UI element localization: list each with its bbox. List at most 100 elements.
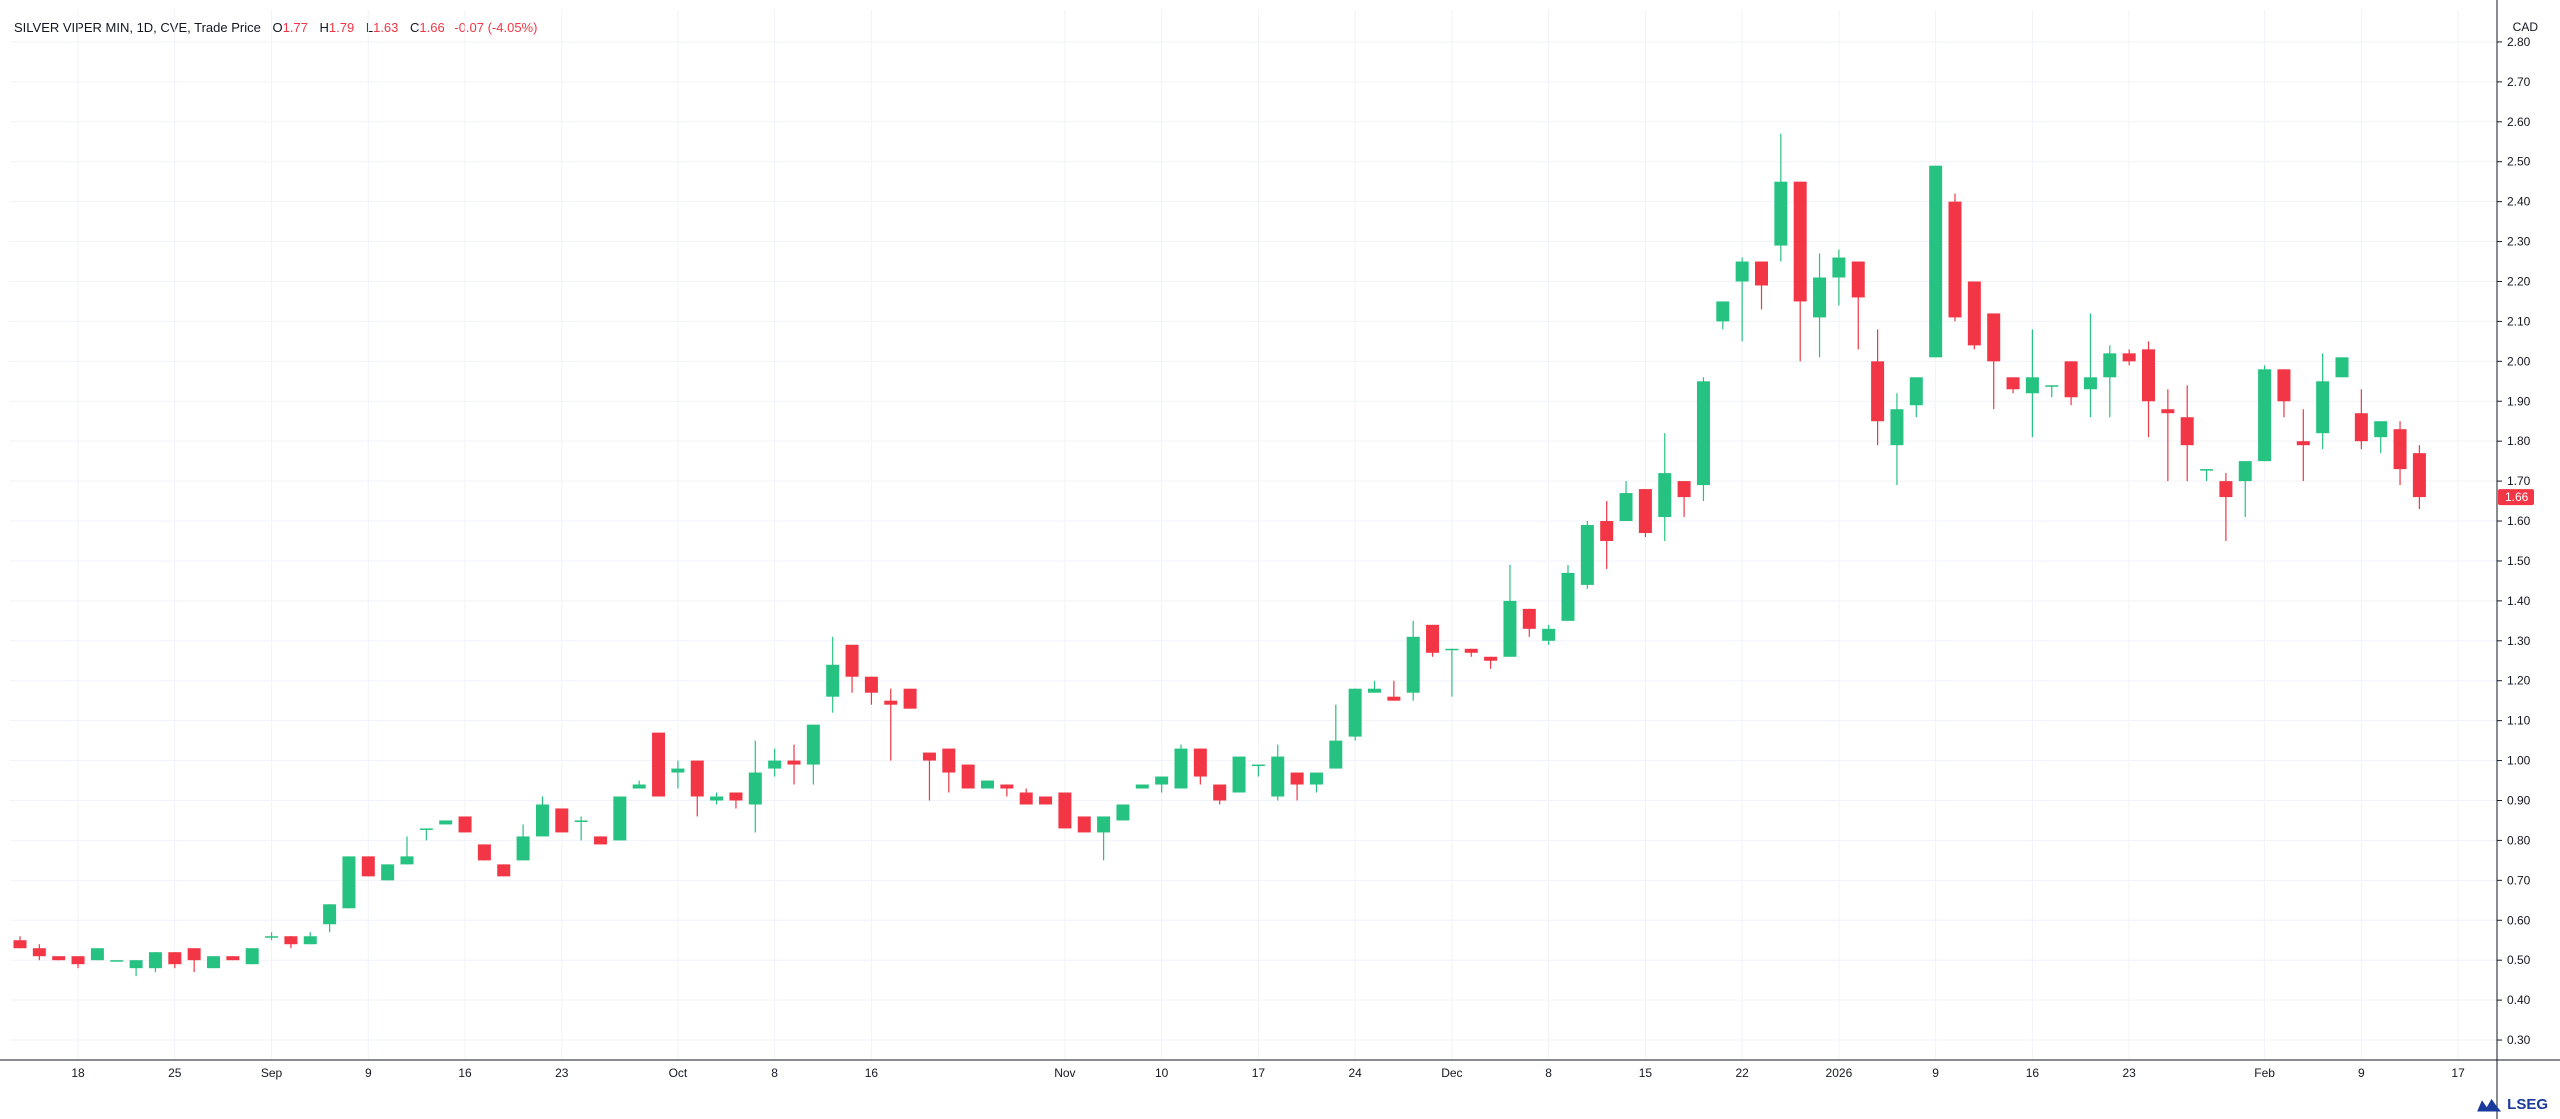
candle-body (1755, 261, 1768, 286)
candle-body (652, 732, 666, 797)
candle-body (1735, 261, 1749, 282)
y-tick-label: 2.20 (2507, 274, 2531, 288)
candle-body (1542, 628, 1556, 641)
candle-body (806, 724, 820, 765)
low-label: L (365, 20, 374, 35)
y-tick-label: 1.00 (2507, 754, 2531, 768)
last-price-label: 1.66 (2505, 490, 2529, 504)
x-tick-label: 24 (1348, 1066, 1362, 1080)
x-tick-label: Oct (669, 1066, 688, 1080)
high-value: 1.79 (328, 20, 355, 35)
candle-body (381, 864, 395, 881)
candle-body (497, 864, 511, 877)
x-tick-label: 16 (458, 1066, 472, 1080)
candle-body (1426, 624, 1440, 653)
candle-body (690, 760, 704, 797)
x-tick-label: 23 (555, 1066, 569, 1080)
candle-body (1948, 201, 1962, 318)
candle-body (1987, 313, 2001, 362)
candle-body (1967, 281, 1981, 346)
candle-body (110, 960, 124, 962)
x-tick-label: 16 (865, 1066, 879, 1080)
candle-body (1696, 381, 1710, 486)
y-tick-label: 2.40 (2507, 195, 2531, 209)
candle-body (845, 644, 859, 677)
candle-body (748, 772, 762, 805)
candle-body (90, 948, 104, 961)
x-tick-label: 8 (771, 1066, 778, 1080)
candle-body (1813, 277, 1827, 318)
x-tick-label: 8 (1545, 1066, 1552, 1080)
candle-body (2122, 353, 2136, 362)
candle-body (2258, 369, 2272, 462)
y-tick-label: 2.70 (2507, 75, 2531, 89)
candle-body (574, 820, 588, 822)
x-tick-label: 15 (1639, 1066, 1653, 1080)
candle-body (2103, 353, 2117, 378)
x-tick-label: 9 (2358, 1066, 2365, 1080)
candle-body (2045, 385, 2059, 387)
candle-body (2161, 409, 2175, 414)
candle-body (13, 940, 27, 949)
candle-body (458, 816, 472, 833)
candle-body (1522, 608, 1536, 629)
y-tick-label: 1.20 (2507, 674, 2531, 688)
close-value: 1.66 (419, 20, 445, 35)
candle-body (265, 936, 279, 938)
change-value: -0.07 (-4.05%) (454, 20, 538, 35)
candle-body (1000, 784, 1014, 789)
x-tick-label: 23 (2122, 1066, 2136, 1080)
y-tick-label: 0.50 (2507, 953, 2531, 967)
candle-body (1174, 748, 1188, 789)
candle-body (361, 856, 375, 877)
chart-legend: SILVER VIPER MIN, 1D, CVE, Trade Price O… (14, 20, 537, 35)
candle-body (710, 796, 724, 801)
currency-label: CAD (2512, 20, 2538, 34)
candle-body (1929, 165, 1943, 358)
candle-body (2200, 469, 2214, 471)
candle-body (768, 760, 782, 769)
candle-body (303, 936, 317, 945)
candle-body (1774, 181, 1788, 246)
y-tick-label: 1.70 (2507, 474, 2531, 488)
candle-body (71, 956, 85, 965)
candle-body (2238, 461, 2252, 482)
candle-body (400, 856, 414, 865)
candle-body (2083, 377, 2097, 390)
y-tick-label: 1.40 (2507, 594, 2531, 608)
candle-body (594, 836, 607, 845)
x-tick-label: 22 (1735, 1066, 1749, 1080)
x-tick-label: 17 (1252, 1066, 1266, 1080)
x-tick-label: 10 (1155, 1066, 1169, 1080)
candles-layer (13, 133, 2426, 977)
candle-body (1155, 776, 1169, 785)
candle-body (1890, 409, 1904, 446)
candle-body (2219, 481, 2233, 498)
candle-body (942, 748, 956, 773)
candle-body (632, 784, 646, 789)
candle-body (148, 952, 162, 969)
candle-body (2142, 349, 2155, 402)
candle-body (1232, 756, 1246, 793)
y-tick-label: 2.50 (2507, 155, 2531, 169)
candle-body (1871, 361, 1885, 422)
candle-body (1406, 636, 1420, 693)
candle-body (1387, 696, 1401, 701)
candle-body (1503, 600, 1517, 657)
candle-body (1832, 257, 1846, 278)
x-tick-label: Nov (1054, 1066, 1075, 1080)
y-tick-label: 2.00 (2507, 354, 2531, 368)
candle-body (1251, 764, 1265, 767)
y-tick-label: 1.80 (2507, 434, 2531, 448)
y-tick-label: 1.50 (2507, 554, 2531, 568)
candle-body (1213, 784, 1227, 801)
brand-label: LSEG (2507, 1096, 2548, 1113)
candle-body (1097, 816, 1111, 833)
candle-body (1077, 816, 1091, 833)
candle-body (129, 960, 143, 969)
candle-body (207, 956, 220, 969)
x-tick-label: 17 (2451, 1066, 2465, 1080)
candle-body (1464, 648, 1478, 653)
